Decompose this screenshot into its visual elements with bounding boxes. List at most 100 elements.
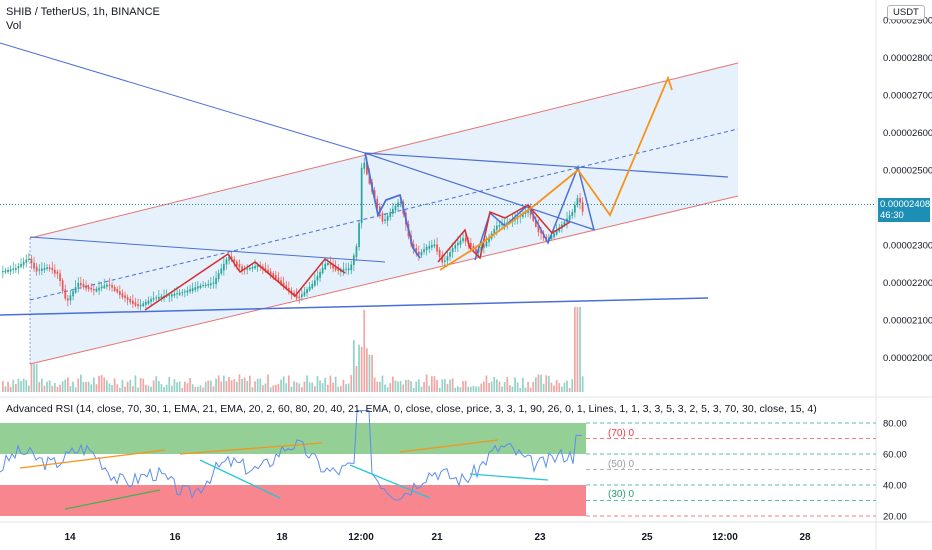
volume-bar [259,378,262,392]
volume-bar [425,374,428,392]
volume-bar [368,354,371,392]
volume-bar [480,383,483,392]
candle-body [48,267,51,269]
candle-body [100,286,103,289]
support-line [0,297,709,316]
candle-body [275,275,277,279]
volume-bar [332,382,334,392]
volume-bar [87,381,90,392]
candle-body [160,296,163,299]
candle-body [501,224,503,226]
volume-bar [524,387,527,392]
current-price-badge: 0.00002408 46:30 [878,198,930,222]
candle-body [59,273,61,281]
volume-bar [171,385,173,392]
candle-body [173,293,176,296]
volume-bar [550,382,553,392]
volume-bar [269,387,272,392]
candle-body [446,256,449,261]
volume-bar [399,381,402,392]
volume-bar [228,376,230,392]
volume-bar [295,382,298,392]
candle-body [17,266,20,269]
candle-body [233,259,236,262]
volume-bar [350,375,353,392]
candle-body [220,268,223,274]
volume-bar [381,375,384,392]
volume-bar [246,380,249,392]
candle-body [116,289,119,293]
volume-bar [384,384,386,392]
volume-bar [225,381,228,392]
candle-body [433,244,436,247]
volume-bar [379,381,381,392]
candle-body [124,295,126,298]
volume-bar [475,386,477,392]
volume-bar [358,344,360,392]
candle-body [15,268,17,270]
channel-lower-line [29,195,739,365]
volume-bar [189,377,191,392]
candle-body [217,273,220,280]
price-tick-label: 0.00002800 [883,53,932,64]
candle-body [64,289,67,299]
candle-body [20,264,22,267]
candle-body [35,266,38,272]
candle-body [150,299,152,302]
candle-body [119,291,121,295]
volume-bar [301,387,303,392]
candle-body [186,290,189,293]
currency-badge[interactable]: USDT [887,5,925,20]
volume-bar [262,385,264,392]
candle-body [269,271,272,276]
candle-body [184,291,186,293]
candle-body [129,298,132,303]
volume-bar [51,385,54,392]
volume-bar [249,375,251,392]
symbol-title: SHIB / TetherUS, 1h, BINANCE [6,6,160,18]
candle-body [142,303,145,307]
volume-bar [298,383,301,392]
volume-bar [527,381,529,392]
volume-bar [158,381,160,392]
candle-body [137,304,139,307]
volume-bar [285,383,288,392]
candle-body [457,242,459,246]
candle-body [386,215,389,221]
volume-bar [371,355,373,392]
volume-bar [275,384,277,392]
volume-bar [529,387,532,392]
candle-body [358,223,360,247]
volume-bar [121,379,124,392]
volume-bar [282,376,285,392]
price-tick-label: 0.00002700 [883,91,932,102]
candle-body [337,268,340,271]
candle-body [251,266,254,269]
candle-body [488,237,490,243]
volume-bar [168,376,171,392]
volume-bar [267,374,269,392]
candle-body [285,285,288,289]
volume-bar [314,386,316,392]
candle-body [399,201,402,203]
candle-body [171,294,173,297]
volume-bar [90,384,93,392]
volume-bar [574,307,576,392]
candle-body [540,230,542,234]
volume-bar [405,380,407,392]
volume-bar [93,377,95,392]
rsi-indicator-title[interactable]: Advanced RSI (14, close, 70, 30, 1, EMA,… [6,403,817,415]
volume-bar [485,375,488,392]
volume-bar [254,381,256,392]
volume-bar [147,385,150,392]
rsi-level-50-label: (50) 0 [608,459,635,470]
candle-body [69,295,72,301]
bar-countdown-label: 46:30 [880,210,904,221]
candle-body [176,293,178,295]
channel-midline [29,128,739,301]
volume-bar [145,384,147,392]
candle-body [197,286,199,289]
volume-bar [537,374,540,392]
volume-bar [501,386,503,392]
